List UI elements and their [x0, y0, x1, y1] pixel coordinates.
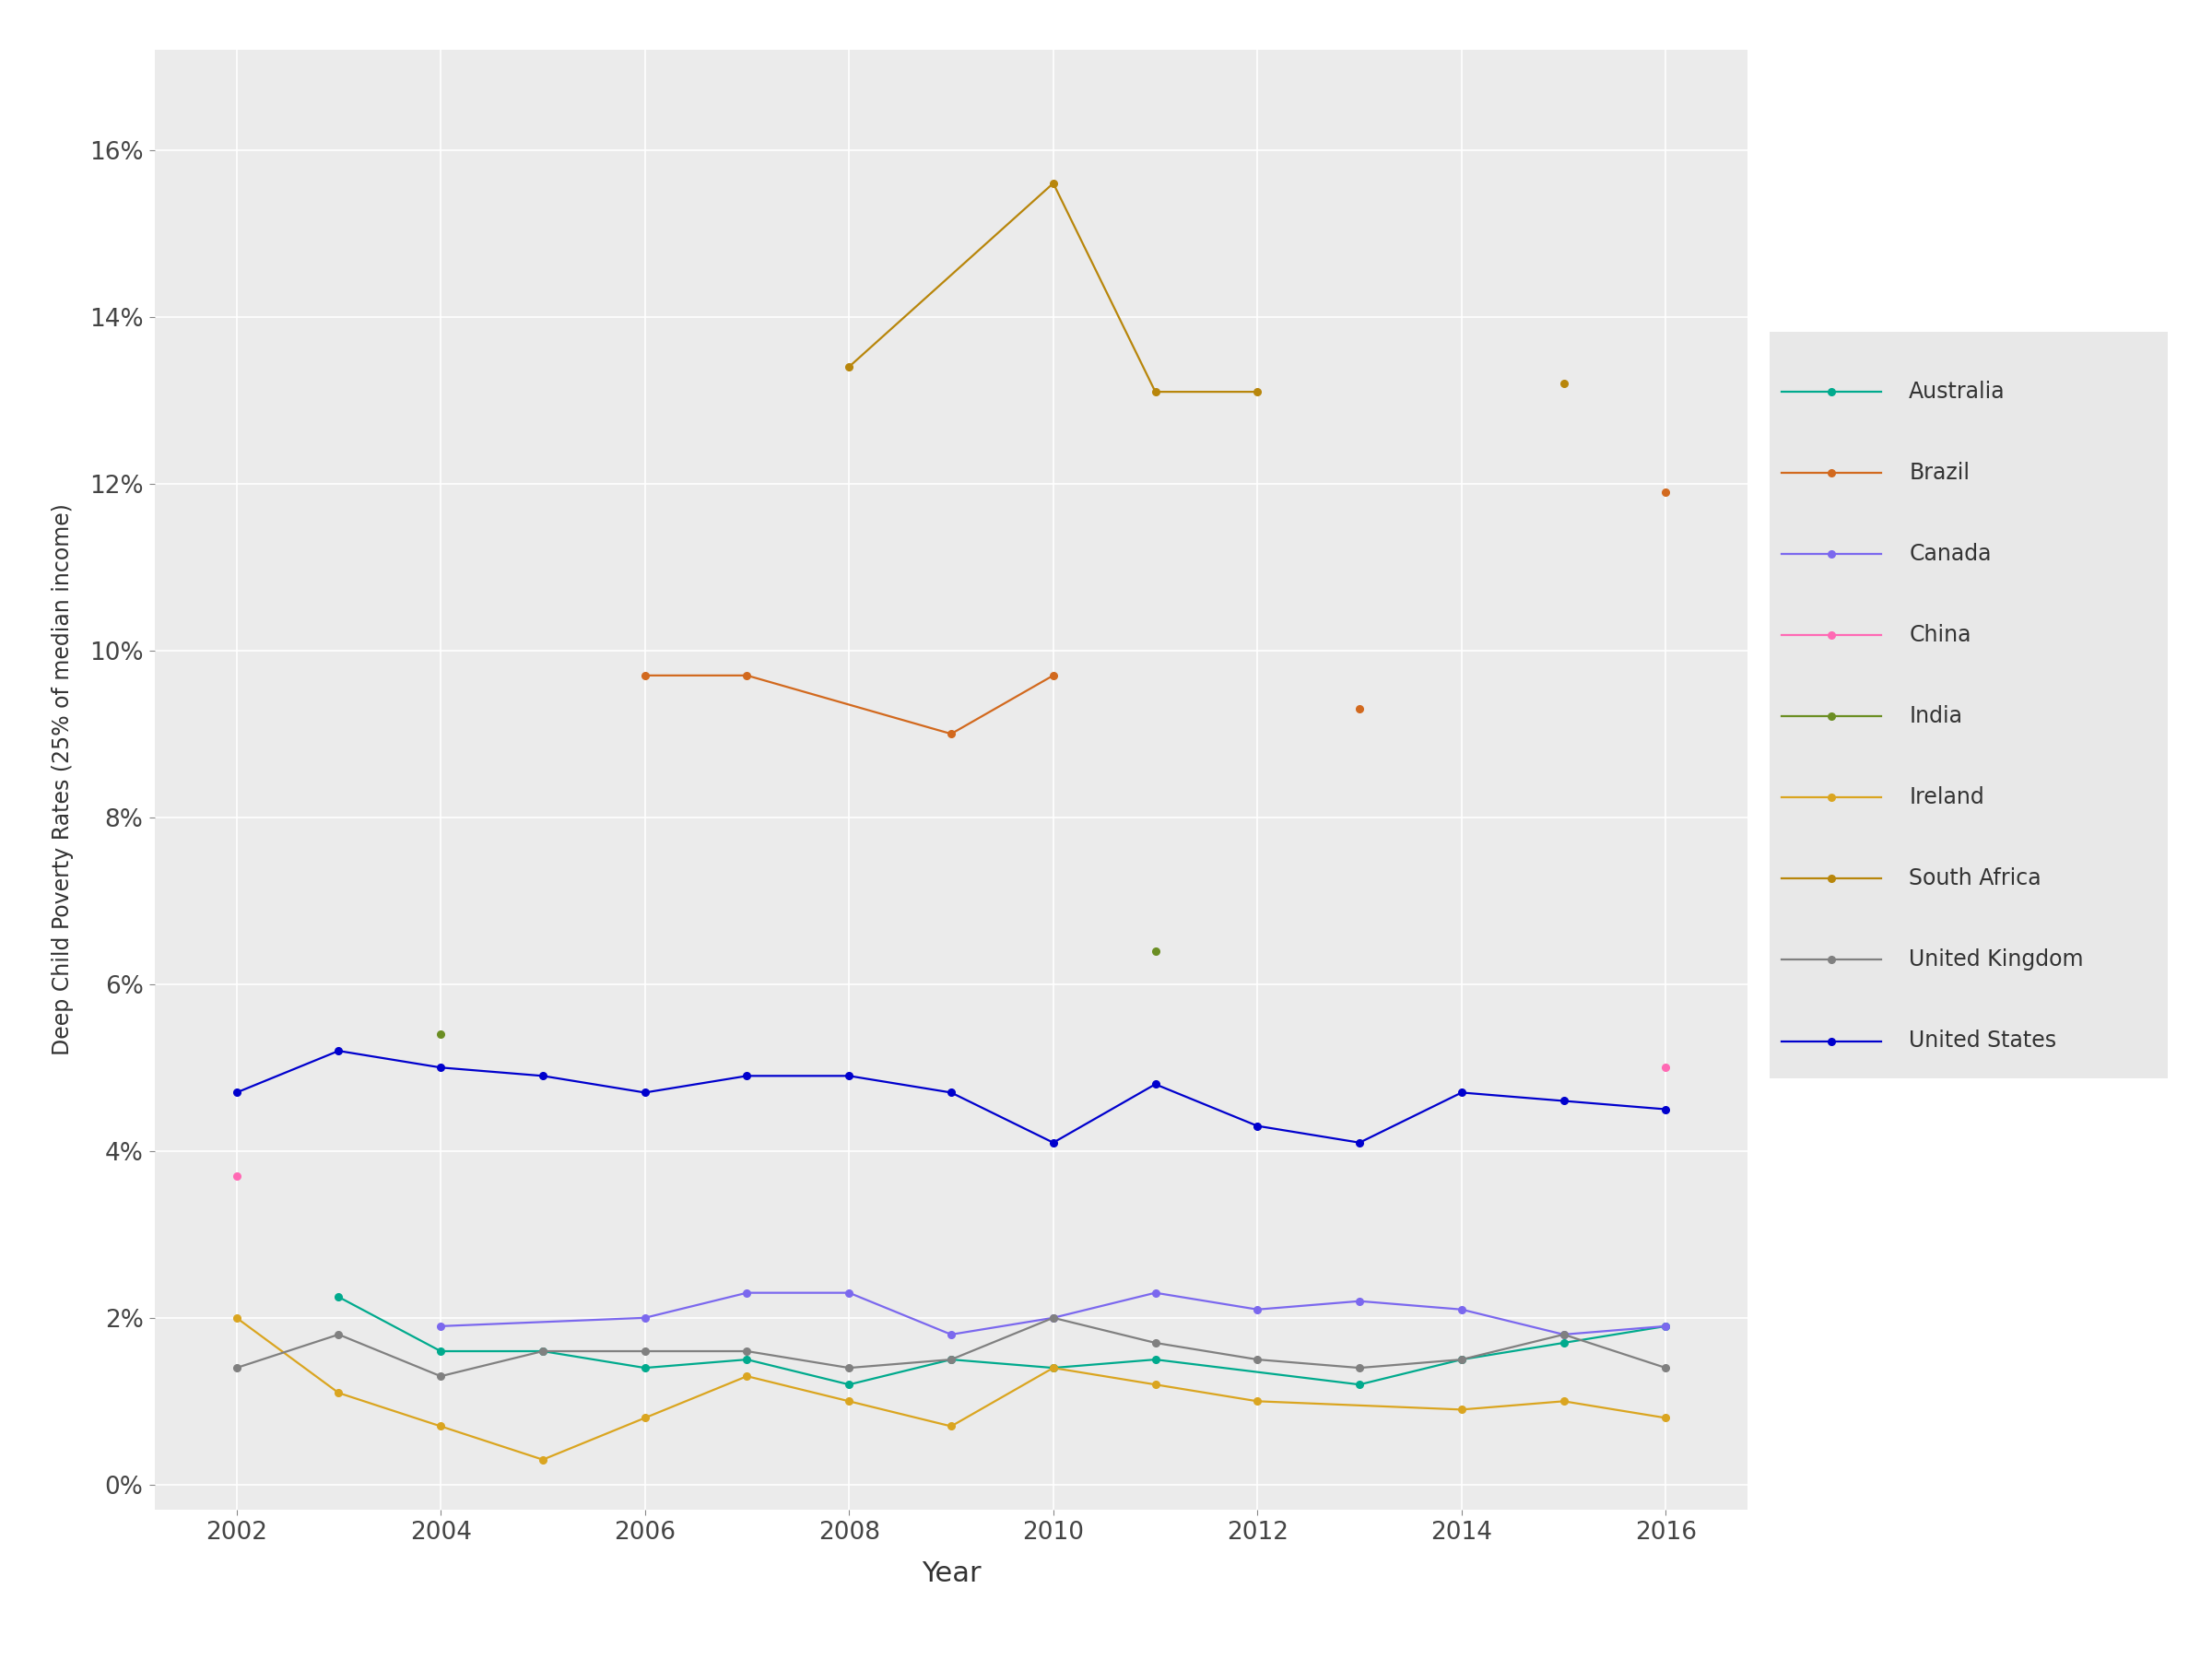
Text: Australia: Australia — [1909, 380, 2006, 403]
United States — [938, 1083, 964, 1103]
United States — [427, 1057, 453, 1077]
Australia — [529, 1340, 555, 1360]
United Kingdom — [836, 1359, 863, 1379]
United Kingdom — [427, 1367, 453, 1387]
United Kingdom — [529, 1340, 555, 1360]
Text: Brazil: Brazil — [1909, 461, 1969, 484]
Ireland — [1551, 1392, 1577, 1412]
Australia — [734, 1349, 761, 1369]
United States — [633, 1083, 659, 1103]
Text: India: India — [1909, 705, 1962, 727]
United Kingdom — [1141, 1332, 1168, 1352]
Canada — [1243, 1299, 1270, 1319]
Text: Ireland: Ireland — [1909, 786, 1984, 808]
Ireland — [427, 1417, 453, 1437]
United Kingdom — [938, 1349, 964, 1369]
Text: Canada: Canada — [1909, 542, 1991, 566]
South Africa — [836, 357, 863, 377]
United States — [1551, 1092, 1577, 1112]
United Kingdom — [734, 1340, 761, 1360]
Australia — [633, 1359, 659, 1379]
Australia — [938, 1349, 964, 1369]
Line: Ireland: Ireland — [232, 1314, 1670, 1463]
Canada — [1040, 1307, 1066, 1327]
United States — [1040, 1133, 1066, 1153]
Australia — [325, 1287, 352, 1307]
Ireland — [325, 1384, 352, 1404]
Line: Canada: Canada — [438, 1289, 1670, 1339]
South Africa — [1141, 382, 1168, 401]
United States — [1449, 1083, 1475, 1103]
Australia — [1449, 1349, 1475, 1369]
Ireland — [734, 1367, 761, 1387]
Line: Australia: Australia — [334, 1294, 1670, 1389]
Line: South Africa: South Africa — [845, 179, 1261, 395]
Canada — [1347, 1291, 1374, 1311]
Canada — [1551, 1324, 1577, 1344]
Line: United Kingdom: United Kingdom — [232, 1314, 1670, 1380]
Ireland — [1040, 1359, 1066, 1379]
United Kingdom — [1040, 1307, 1066, 1327]
Canada — [734, 1282, 761, 1302]
Brazil — [734, 665, 761, 685]
United Kingdom — [1347, 1359, 1374, 1379]
United States — [1243, 1117, 1270, 1136]
Canada — [1141, 1282, 1168, 1302]
United States — [734, 1067, 761, 1087]
United States — [325, 1040, 352, 1060]
Brazil — [633, 665, 659, 685]
Australia — [1652, 1316, 1679, 1335]
Line: Brazil: Brazil — [641, 672, 1057, 737]
Canada — [836, 1282, 863, 1302]
United Kingdom — [1449, 1349, 1475, 1369]
United States — [836, 1067, 863, 1087]
Australia — [1347, 1375, 1374, 1395]
Ireland — [1449, 1400, 1475, 1420]
South Africa — [1040, 173, 1066, 192]
Canada — [1652, 1316, 1679, 1335]
United Kingdom — [325, 1324, 352, 1344]
Canada — [427, 1316, 453, 1335]
Australia — [1551, 1332, 1577, 1352]
Ireland — [223, 1307, 250, 1327]
Ireland — [529, 1450, 555, 1470]
Australia — [427, 1340, 453, 1360]
Text: United States: United States — [1909, 1030, 2057, 1052]
United States — [1652, 1100, 1679, 1120]
X-axis label: Year: Year — [922, 1561, 980, 1588]
Text: South Africa: South Africa — [1909, 868, 2042, 889]
Ireland — [1243, 1392, 1270, 1412]
United Kingdom — [1551, 1324, 1577, 1344]
United States — [1347, 1133, 1374, 1153]
United Kingdom — [1652, 1359, 1679, 1379]
Australia — [1040, 1359, 1066, 1379]
Y-axis label: Deep Child Poverty Rates (25% of median income): Deep Child Poverty Rates (25% of median … — [51, 504, 73, 1055]
United States — [1141, 1075, 1168, 1095]
Canada — [1449, 1299, 1475, 1319]
Text: China: China — [1909, 624, 1971, 645]
Australia — [836, 1375, 863, 1395]
United States — [223, 1083, 250, 1103]
United States — [529, 1067, 555, 1087]
Brazil — [938, 723, 964, 743]
United Kingdom — [1243, 1349, 1270, 1369]
Ireland — [633, 1408, 659, 1428]
Text: United Kingdom: United Kingdom — [1909, 949, 2084, 971]
Brazil — [1040, 665, 1066, 685]
Canada — [938, 1324, 964, 1344]
United Kingdom — [633, 1340, 659, 1360]
Australia — [1141, 1349, 1168, 1369]
Ireland — [1652, 1408, 1679, 1428]
Line: United States: United States — [232, 1047, 1670, 1146]
Ireland — [836, 1392, 863, 1412]
Canada — [633, 1307, 659, 1327]
Ireland — [1141, 1375, 1168, 1395]
United Kingdom — [223, 1359, 250, 1379]
Ireland — [938, 1417, 964, 1437]
South Africa — [1243, 382, 1270, 401]
